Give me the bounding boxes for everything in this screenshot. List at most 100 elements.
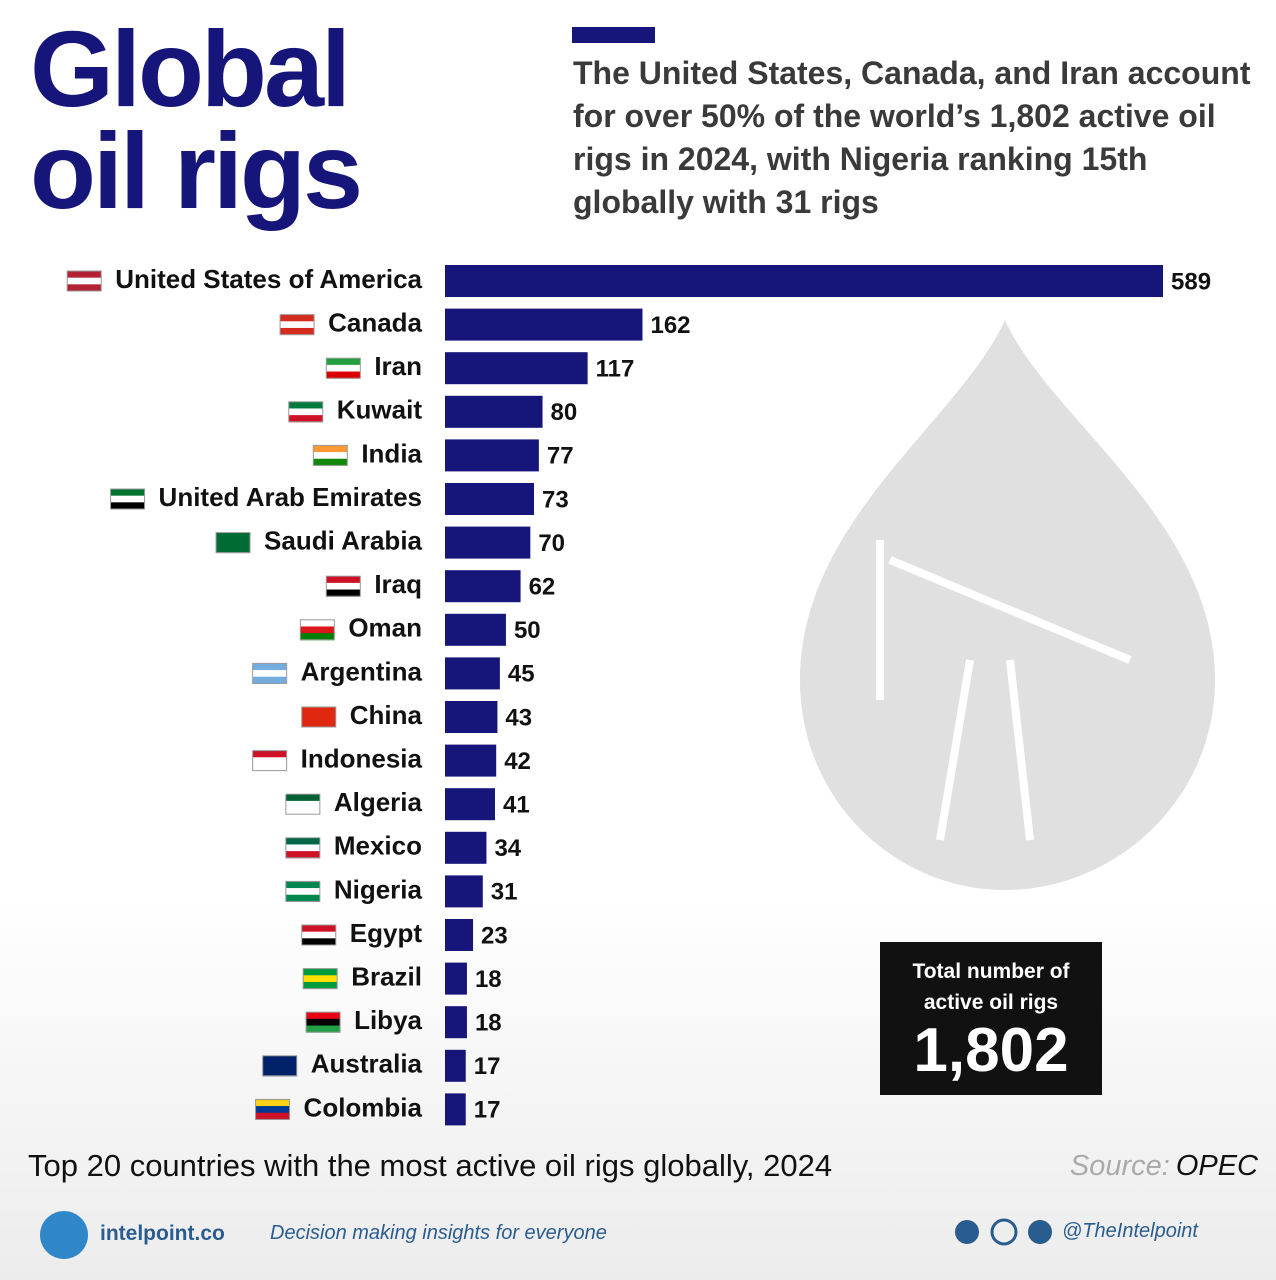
flag-border bbox=[325, 357, 361, 379]
flag bbox=[313, 445, 348, 453]
flag bbox=[326, 371, 361, 379]
flag bbox=[252, 757, 287, 765]
bar bbox=[445, 1093, 466, 1126]
flag-border bbox=[312, 444, 348, 466]
bar bbox=[445, 395, 543, 428]
category-label: Nigeria bbox=[334, 874, 423, 904]
value-label: 70 bbox=[538, 530, 565, 557]
bar bbox=[445, 613, 506, 646]
flag-border bbox=[325, 575, 361, 597]
flag bbox=[252, 663, 287, 671]
value-label: 45 bbox=[508, 661, 535, 688]
flag bbox=[285, 851, 320, 859]
flag bbox=[285, 881, 320, 889]
bar bbox=[445, 483, 534, 515]
flag bbox=[280, 321, 315, 329]
flag bbox=[252, 676, 287, 684]
flag bbox=[110, 489, 145, 497]
flag-border bbox=[285, 880, 321, 902]
flag bbox=[306, 1012, 341, 1020]
flag bbox=[255, 1112, 290, 1120]
category-label: Australia bbox=[311, 1049, 423, 1079]
flag bbox=[252, 750, 287, 758]
flag-border bbox=[279, 314, 315, 336]
category-label: Brazil bbox=[351, 961, 422, 991]
bar bbox=[445, 1006, 467, 1039]
flag bbox=[326, 589, 361, 597]
flag-border bbox=[252, 662, 288, 684]
flag bbox=[303, 968, 338, 976]
category-label: Canada bbox=[328, 307, 422, 337]
flag-border bbox=[301, 924, 337, 946]
facebook-icon[interactable] bbox=[1028, 1220, 1052, 1244]
flag bbox=[313, 452, 348, 460]
handle[interactable]: @TheIntelpoint bbox=[1062, 1220, 1198, 1242]
flag bbox=[216, 545, 251, 554]
category-label: Mexico bbox=[334, 831, 422, 861]
flag bbox=[216, 539, 251, 547]
flag bbox=[262, 1055, 297, 1063]
total-box: Total number of active oil rigs 1,802 bbox=[880, 942, 1102, 1095]
bar bbox=[445, 570, 521, 603]
flag bbox=[313, 458, 348, 466]
category-label: Colombia bbox=[304, 1092, 423, 1122]
bar bbox=[445, 788, 495, 821]
flag-border bbox=[305, 1011, 341, 1033]
flag bbox=[300, 619, 335, 627]
flag-border bbox=[288, 401, 324, 423]
flag bbox=[288, 408, 323, 416]
value-label: 117 bbox=[596, 356, 635, 383]
flag bbox=[255, 1099, 290, 1107]
flag bbox=[285, 807, 320, 815]
brand[interactable]: intelpoint.co bbox=[100, 1222, 225, 1245]
source-name: OPEC bbox=[1175, 1150, 1258, 1182]
flag-border bbox=[299, 619, 335, 641]
bar bbox=[445, 962, 467, 995]
category-label: United Arab Emirates bbox=[159, 482, 422, 512]
flag-border bbox=[66, 270, 102, 292]
bar bbox=[445, 352, 588, 385]
pumpjack bbox=[876, 540, 1132, 841]
flag bbox=[301, 707, 336, 715]
flag-border bbox=[301, 706, 337, 728]
total-value: 1,802 bbox=[913, 1016, 1069, 1085]
flag bbox=[262, 1062, 297, 1070]
value-label: 62 bbox=[529, 574, 556, 601]
title: Global oil rigs bbox=[30, 8, 363, 231]
flag bbox=[285, 837, 320, 845]
value-label: 80 bbox=[551, 399, 578, 426]
source-label: Source: bbox=[1069, 1150, 1170, 1182]
value-label: 589 bbox=[1171, 268, 1211, 295]
category-label: Egypt bbox=[350, 918, 423, 948]
flag bbox=[300, 633, 335, 641]
instagram-icon[interactable] bbox=[990, 1218, 1018, 1246]
flag bbox=[255, 1106, 290, 1114]
value-label: 34 bbox=[494, 835, 521, 862]
bar bbox=[445, 831, 487, 864]
flag bbox=[285, 894, 320, 902]
bar bbox=[445, 701, 498, 733]
flag bbox=[67, 284, 102, 292]
x-icon[interactable] bbox=[955, 1220, 979, 1244]
flag bbox=[285, 794, 320, 802]
flag bbox=[301, 931, 336, 939]
flag bbox=[288, 401, 323, 409]
category-label: Saudi Arabia bbox=[264, 525, 423, 555]
flag bbox=[285, 844, 320, 852]
flag bbox=[301, 925, 336, 933]
category-label: Libya bbox=[354, 1005, 422, 1035]
flag bbox=[280, 314, 315, 322]
flag bbox=[110, 502, 145, 510]
accent-bar bbox=[572, 27, 655, 43]
total-caption: Total number of active oil rigs bbox=[912, 960, 1070, 1014]
category-label: Indonesia bbox=[301, 743, 423, 773]
flag bbox=[67, 271, 102, 279]
value-label: 23 bbox=[481, 922, 508, 949]
subtitle: The United States, Canada, and Iran acco… bbox=[573, 55, 1251, 220]
flag bbox=[326, 358, 361, 366]
flag bbox=[301, 713, 336, 721]
bar bbox=[445, 439, 539, 472]
flag bbox=[326, 364, 361, 373]
